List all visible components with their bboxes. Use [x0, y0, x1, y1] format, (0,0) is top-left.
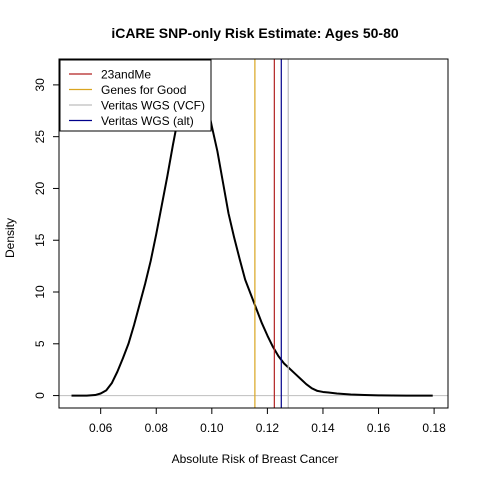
y-tick-label: 0 [33, 392, 47, 399]
x-tick-label: 0.06 [89, 421, 113, 435]
x-tick-label: 0.10 [200, 421, 224, 435]
legend-label-23andme: 23andMe [101, 68, 151, 82]
x-tick-label: 0.18 [422, 421, 446, 435]
density-curve [71, 68, 433, 397]
y-tick-label: 5 [33, 340, 47, 347]
y-tick-label: 10 [33, 285, 47, 299]
legend-label-genes-for-good: Genes for Good [101, 83, 186, 97]
y-tick-label: 15 [33, 233, 47, 247]
y-tick-label: 30 [33, 78, 47, 92]
legend-label-veritas-wgs-alt: Veritas WGS (alt) [101, 114, 194, 128]
legend-label-veritas-wgs-vcf: Veritas WGS (VCF) [101, 99, 205, 113]
x-tick-label: 0.12 [256, 421, 280, 435]
plot-frame [58, 58, 449, 409]
x-tick-label: 0.14 [311, 421, 335, 435]
plot-layer [59, 59, 448, 408]
x-tick-label: 0.16 [367, 421, 391, 435]
x-axis-label: Absolute Risk of Breast Cancer [172, 452, 339, 466]
y-tick-label: 25 [33, 130, 47, 144]
x-tick-label: 0.08 [145, 421, 169, 435]
legend-box [59, 59, 212, 132]
y-axis-label: Density [3, 218, 17, 258]
y-tick-label: 20 [33, 181, 47, 195]
chart-title: iCARE SNP-only Risk Estimate: Ages 50-80 [111, 25, 399, 41]
axes-layer: 0.06 0.08 0.10 0.12 0.14 0.16 0.18 0 5 10 15 20 25 30 [33, 58, 449, 435]
